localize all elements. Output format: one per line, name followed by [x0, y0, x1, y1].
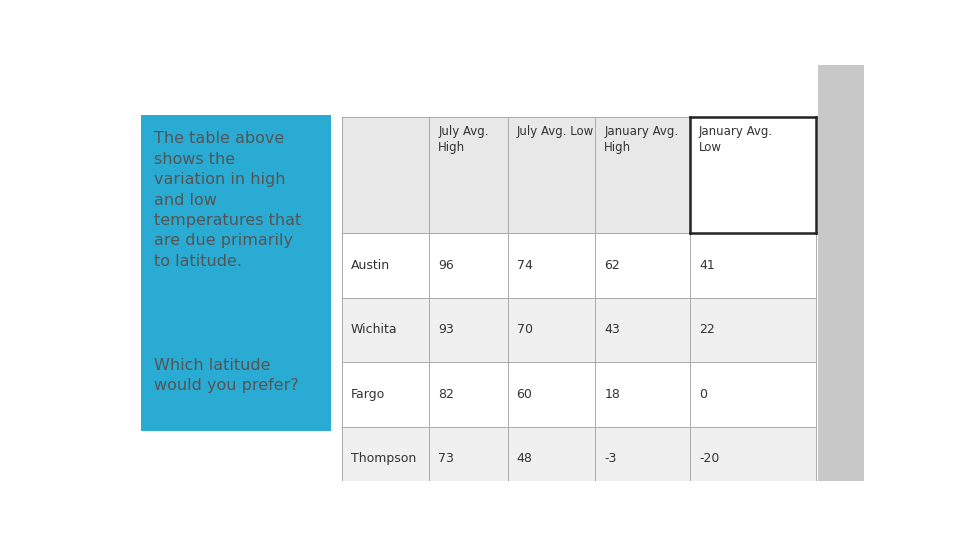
Text: 93: 93: [439, 323, 454, 336]
Text: July Avg. Low: July Avg. Low: [516, 125, 594, 138]
Bar: [342, 117, 429, 233]
Text: Wichita: Wichita: [350, 323, 397, 336]
Text: -20: -20: [699, 453, 719, 465]
Text: January Avg.
Low: January Avg. Low: [699, 125, 773, 154]
Bar: [508, 117, 595, 233]
Text: Austin: Austin: [350, 259, 390, 272]
Text: 60: 60: [516, 388, 533, 401]
Bar: [342, 233, 816, 298]
Text: 70: 70: [516, 323, 533, 336]
Text: 43: 43: [604, 323, 620, 336]
Text: 96: 96: [439, 259, 454, 272]
Bar: [141, 114, 330, 431]
Text: January Avg.
High: January Avg. High: [604, 125, 679, 154]
Bar: [342, 362, 816, 427]
Bar: [818, 65, 864, 481]
Text: 0: 0: [699, 388, 707, 401]
Text: Which latitude
would you prefer?: Which latitude would you prefer?: [155, 358, 299, 393]
Text: 62: 62: [604, 259, 620, 272]
Text: 74: 74: [516, 259, 533, 272]
Text: 48: 48: [516, 453, 533, 465]
Bar: [690, 117, 778, 233]
Text: Fargo: Fargo: [350, 388, 385, 401]
Bar: [595, 117, 690, 233]
Text: 22: 22: [699, 323, 715, 336]
Bar: [429, 117, 508, 233]
Text: 18: 18: [604, 388, 620, 401]
Bar: [342, 427, 816, 491]
Text: July Avg.
High: July Avg. High: [439, 125, 489, 154]
Bar: [342, 298, 816, 362]
Text: 82: 82: [439, 388, 454, 401]
Text: -3: -3: [604, 453, 616, 465]
Text: The table above
shows the
variation in high
and low
temperatures that
are due pr: The table above shows the variation in h…: [155, 131, 301, 269]
Text: 41: 41: [699, 259, 715, 272]
Text: Thompson: Thompson: [350, 453, 416, 465]
Text: 73: 73: [439, 453, 454, 465]
